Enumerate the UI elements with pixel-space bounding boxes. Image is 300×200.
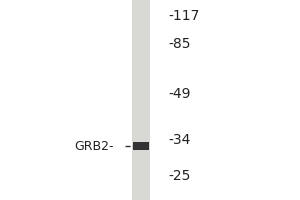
Text: -49: -49 [168, 87, 190, 101]
Text: GRB2-: GRB2- [74, 140, 114, 152]
Text: -85: -85 [168, 37, 190, 51]
Bar [132, 0, 150, 200]
Bar [133, 142, 149, 150]
Text: -34: -34 [168, 133, 190, 147]
Text: -25: -25 [168, 169, 190, 183]
Text: -117: -117 [168, 9, 200, 23]
